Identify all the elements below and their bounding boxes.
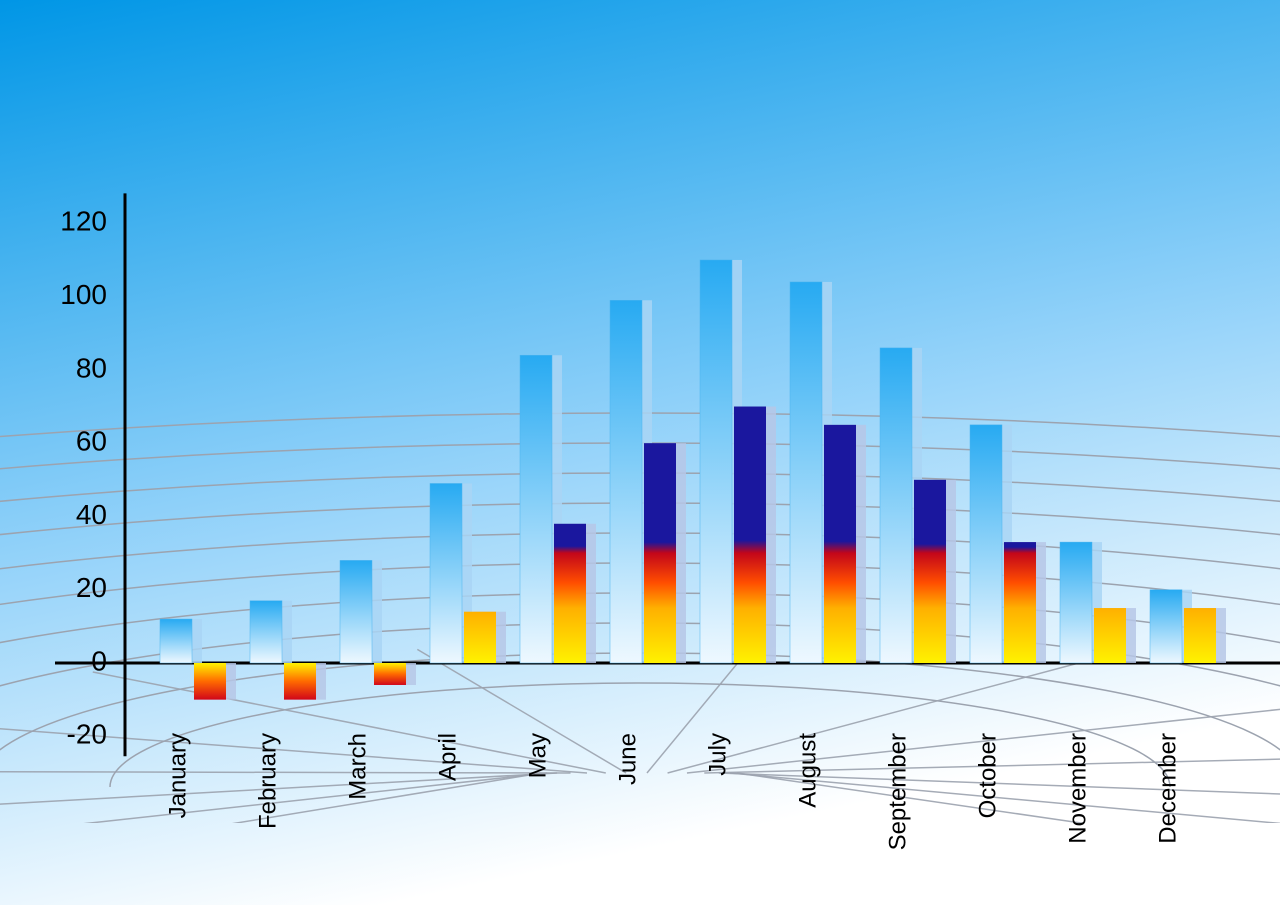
category-label: August (795, 733, 822, 808)
ytick-label: 20 (76, 572, 107, 603)
fire-bar (554, 524, 586, 663)
category-label: December (1155, 733, 1182, 844)
category-label: October (975, 733, 1002, 818)
fire-bar (284, 663, 316, 700)
category-label: July (705, 733, 732, 776)
ytick-label: 40 (76, 499, 107, 530)
ytick-label: -20 (67, 719, 107, 750)
blue-bar (790, 282, 822, 663)
fire-bar (464, 612, 496, 663)
blue-bar (1150, 590, 1182, 663)
ytick-label: 60 (76, 426, 107, 457)
fire-bar (644, 443, 676, 663)
blue-bar (430, 483, 462, 663)
blue-bar (880, 348, 912, 663)
bar-chart: -20 0 20 40 60 80 100 120 January February March Ap… (0, 0, 1280, 905)
category-label: January (165, 733, 192, 818)
fire-bar (374, 663, 406, 685)
category-label: November (1065, 733, 1092, 844)
ytick-label: 120 (60, 206, 107, 237)
blue-bar (1060, 542, 1092, 663)
fire-bar (1004, 542, 1036, 663)
ytick-label: 0 (91, 645, 107, 676)
category-label: March (345, 733, 372, 800)
fire-bar (1094, 608, 1126, 663)
fire-bar (824, 425, 856, 663)
fire-bar (734, 407, 766, 663)
category-label: September (885, 733, 912, 850)
fire-bar (1184, 608, 1216, 663)
blue-bar (160, 619, 192, 663)
category-label: May (525, 733, 552, 778)
ytick-label: 100 (60, 279, 107, 310)
blue-bar (520, 355, 552, 663)
blue-bar (610, 300, 642, 663)
blue-bar (700, 260, 732, 663)
category-label: April (435, 733, 462, 781)
category-label: February (255, 733, 282, 829)
fire-bar (914, 480, 946, 663)
blue-bar (250, 601, 282, 663)
category-label: June (615, 733, 642, 785)
chart-container: -20 0 20 40 60 80 100 120 January February March Ap… (0, 0, 1280, 905)
blue-bar (970, 425, 1002, 663)
blue-bar (340, 560, 372, 663)
fire-bar (194, 663, 226, 700)
ytick-label: 80 (76, 352, 107, 383)
